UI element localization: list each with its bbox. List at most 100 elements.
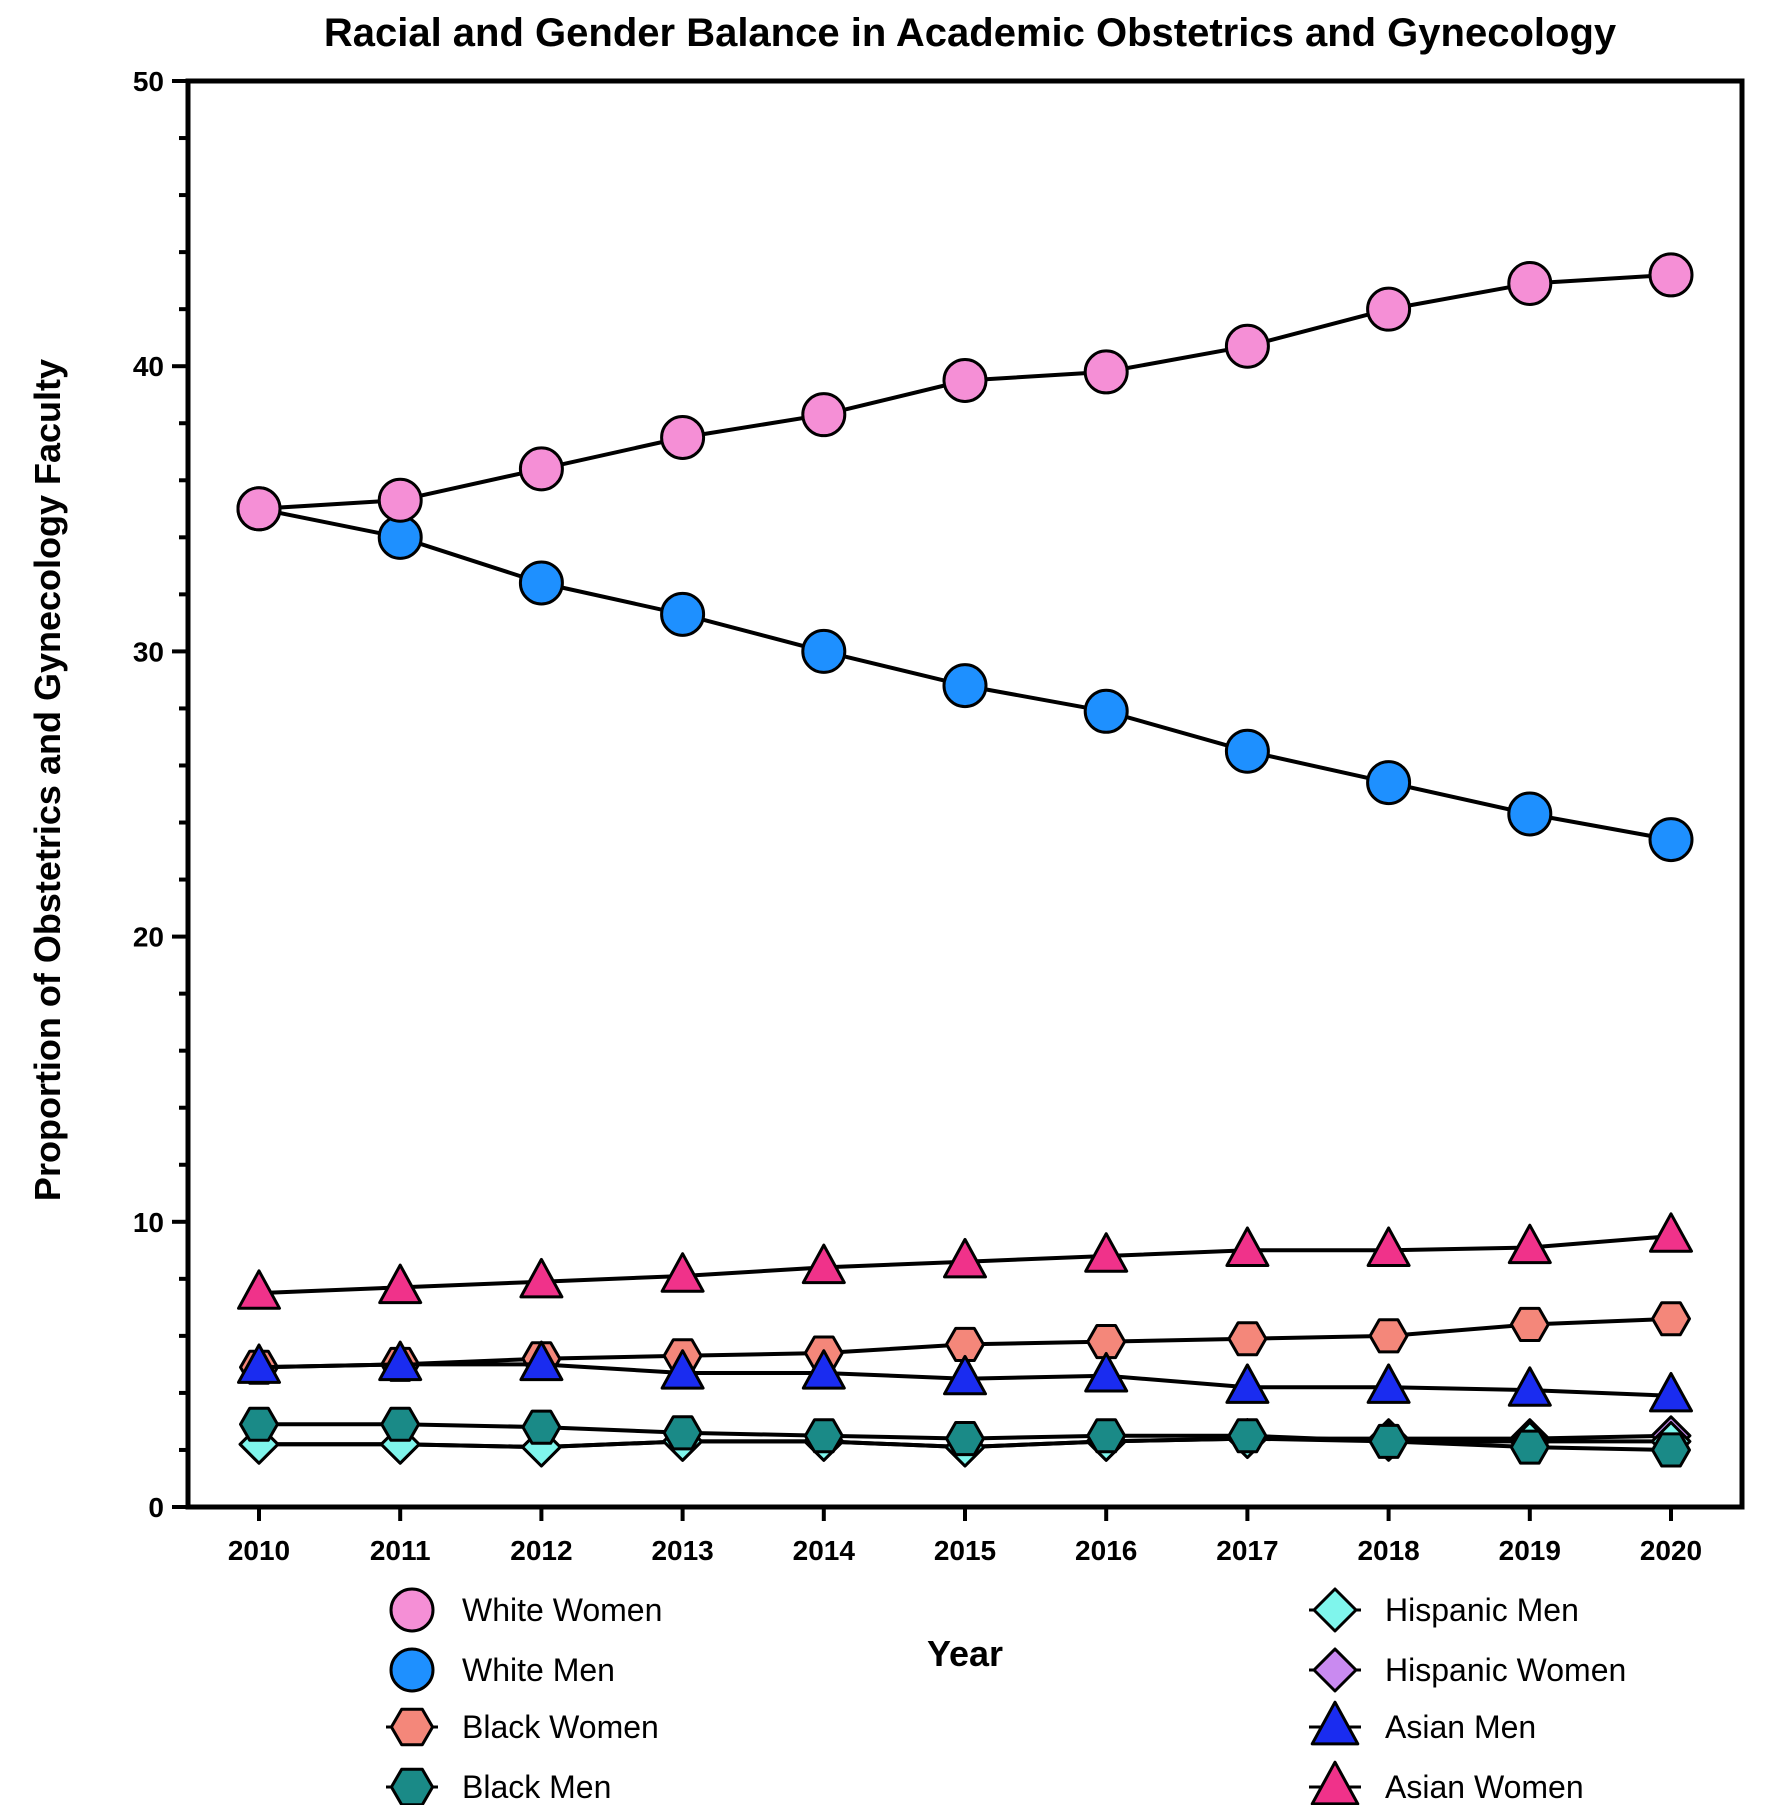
x-tick-label: 2013	[651, 1535, 713, 1566]
series-layer	[236, 252, 1694, 1468]
legend-label: Hispanic Men	[1385, 1592, 1579, 1628]
x-tick-label: 2011	[370, 1535, 431, 1566]
series-white-men	[236, 486, 1694, 863]
series-black-women	[239, 1301, 1691, 1385]
data-point-black-women	[1227, 1321, 1268, 1357]
data-point-black-men	[1227, 1418, 1268, 1454]
legend-label: Black Women	[462, 1709, 659, 1745]
data-point-black-women	[945, 1326, 985, 1362]
x-tick-label: 2010	[228, 1535, 290, 1566]
data-point-white-men	[942, 663, 988, 709]
data-point-hispanic-men	[521, 1426, 562, 1468]
data-point-asian-men	[1084, 1352, 1129, 1393]
x-tick-label: 2012	[510, 1535, 572, 1566]
data-point-asian-women	[1649, 1212, 1693, 1253]
data-point-white-men	[518, 560, 564, 606]
data-point-asian-men	[378, 1340, 423, 1382]
data-point-asian-men	[519, 1340, 564, 1382]
legend: White Women White Men Black Women Black Men…	[386, 1587, 1626, 1807]
legend-marker-black-women	[389, 1707, 435, 1747]
legend-marker-asian-men	[1310, 1700, 1360, 1746]
data-point-white-women	[801, 392, 847, 438]
data-point-black-men	[1509, 1429, 1550, 1465]
data-point-white-women	[518, 446, 564, 492]
chart-title: Racial and Gender Balance in Academic Ob…	[324, 11, 1617, 55]
series-asian-women	[237, 1212, 1693, 1310]
data-point-black-women	[1651, 1301, 1691, 1337]
data-point-black-men	[521, 1409, 562, 1445]
x-tick-label: 2014	[793, 1535, 856, 1566]
legend-item-black-men: Black Men	[386, 1767, 611, 1807]
data-point-black-men	[803, 1418, 844, 1454]
data-point-asian-women	[1225, 1226, 1270, 1267]
y-tick-label: 50	[133, 66, 164, 97]
y-tick-label: 10	[133, 1207, 164, 1238]
legend-label: White Women	[462, 1592, 662, 1628]
data-point-asian-women	[378, 1263, 423, 1305]
data-point-asian-men	[1507, 1366, 1552, 1407]
data-point-white-women	[236, 486, 282, 532]
data-point-asian-men	[660, 1349, 705, 1390]
y-axis-title: Proportion of Obstetrics and Gynecology …	[27, 359, 68, 1201]
data-point-hispanic-men	[238, 1423, 280, 1465]
legend-label: Hispanic Women	[1385, 1652, 1626, 1688]
data-point-black-men	[239, 1406, 279, 1442]
data-point-asian-men	[1649, 1372, 1693, 1413]
data-point-asian-women	[1084, 1232, 1129, 1273]
legend-item-asian-women: Asian Women	[1309, 1760, 1584, 1806]
data-point-asian-men	[801, 1349, 846, 1390]
data-point-asian-women	[1507, 1223, 1552, 1265]
data-point-asian-men	[943, 1354, 987, 1396]
data-point-asian-women	[237, 1269, 281, 1310]
data-point-white-men	[1366, 760, 1412, 806]
data-point-asian-women	[801, 1243, 846, 1285]
data-point-white-women	[942, 357, 988, 403]
data-point-asian-women	[660, 1252, 705, 1293]
x-tick-label: 2020	[1640, 1535, 1702, 1566]
x-axis-title: Year	[927, 1633, 1003, 1674]
data-point-white-men	[1648, 817, 1694, 863]
legend-marker-hispanic-women	[1312, 1647, 1358, 1693]
data-point-asian-women	[1366, 1226, 1411, 1267]
data-point-black-women	[1086, 1324, 1127, 1360]
data-point-white-men	[1083, 688, 1129, 734]
data-point-asian-women	[519, 1257, 564, 1299]
legend-label: Asian Women	[1385, 1769, 1584, 1805]
x-tick-label: 2018	[1357, 1535, 1419, 1566]
data-point-white-men	[1507, 791, 1553, 837]
data-point-hispanic-men	[379, 1423, 421, 1465]
data-point-black-women	[1368, 1318, 1409, 1354]
legend-marker-asian-women	[1310, 1760, 1360, 1806]
y-tick-label: 0	[148, 1492, 164, 1523]
data-point-asian-women	[943, 1237, 987, 1279]
data-point-white-women	[1224, 323, 1270, 369]
data-point-white-women	[1507, 260, 1553, 306]
data-point-white-women	[1648, 252, 1694, 298]
legend-label: Black Men	[462, 1769, 611, 1805]
data-point-white-men	[1224, 728, 1270, 774]
x-tick-label: 2017	[1216, 1535, 1278, 1566]
data-point-white-women	[1366, 286, 1412, 332]
legend-item-white-men: White Men	[389, 1647, 615, 1693]
y-tick-label: 20	[133, 922, 164, 953]
data-point-white-women	[1083, 349, 1129, 395]
series-black-men	[239, 1406, 1691, 1468]
data-point-asian-men	[1225, 1363, 1270, 1404]
legend-marker-white-men	[389, 1647, 435, 1693]
data-point-asian-men	[1366, 1363, 1411, 1404]
data-point-black-women	[1509, 1306, 1550, 1342]
legend-item-black-women: Black Women	[386, 1707, 659, 1747]
data-point-black-men	[1651, 1432, 1691, 1468]
data-point-white-women	[377, 477, 423, 523]
axes: 0 10 20 30 40 50 2010 2011 2012 2013 2014 2015 2016 2…	[133, 66, 1745, 1566]
legend-label: Asian Men	[1385, 1709, 1536, 1745]
data-point-black-men	[1086, 1418, 1127, 1454]
x-tick-label: 2019	[1499, 1535, 1561, 1566]
data-point-white-men	[660, 591, 706, 637]
legend-marker-white-women	[389, 1587, 435, 1633]
data-point-black-men	[945, 1421, 985, 1457]
legend-item-hispanic-men: Hispanic Men	[1309, 1587, 1579, 1633]
plot-frame	[185, 78, 1745, 1510]
